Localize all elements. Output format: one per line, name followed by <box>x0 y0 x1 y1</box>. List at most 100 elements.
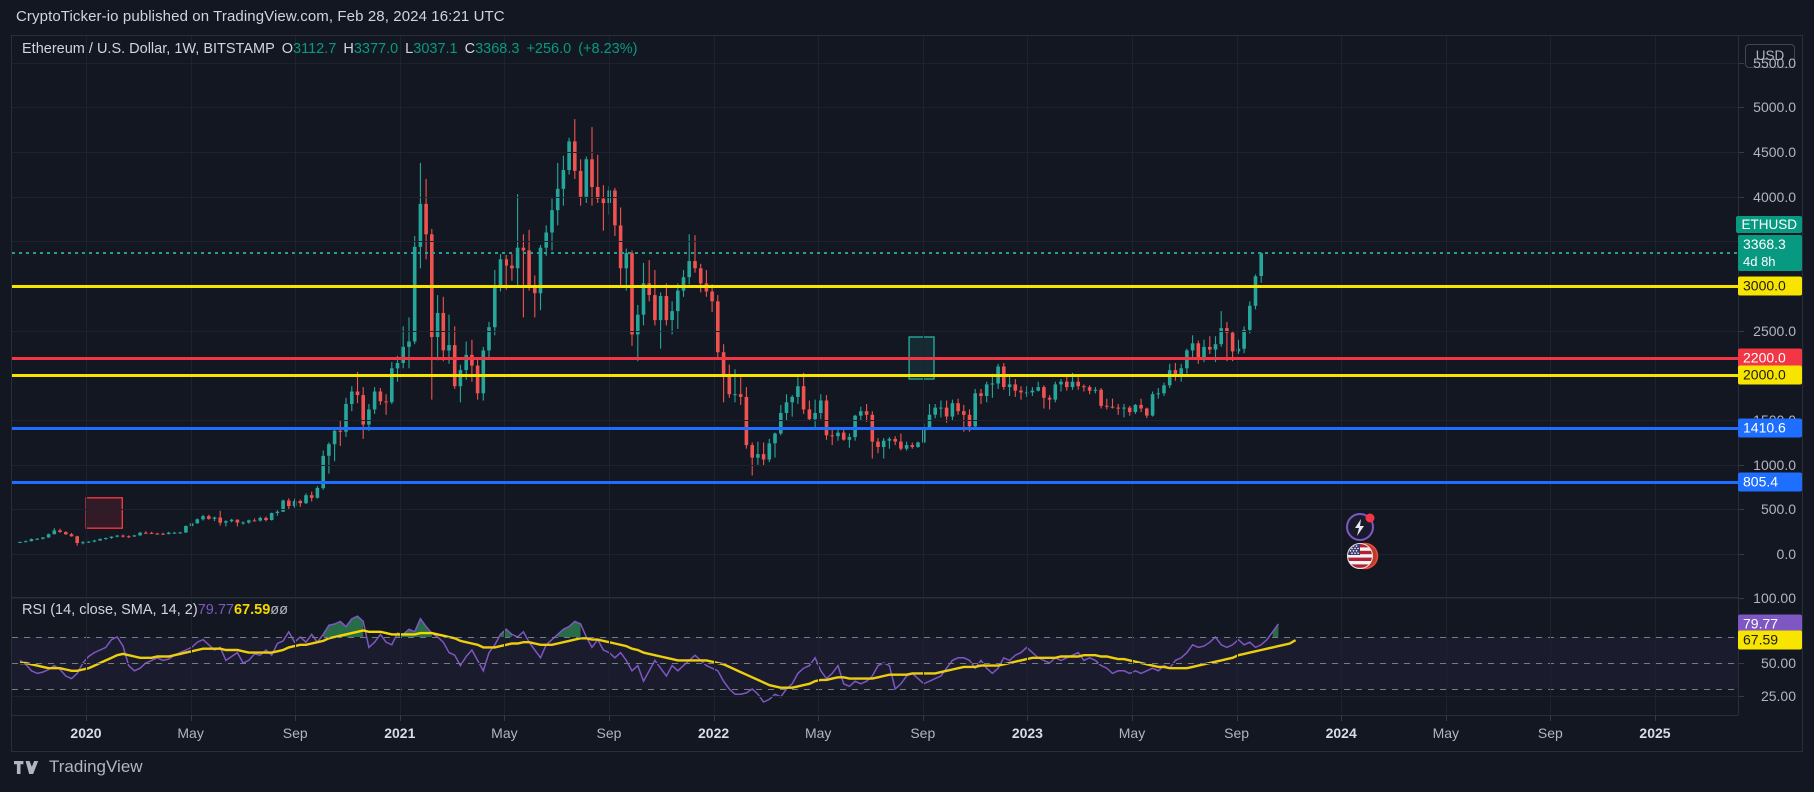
rsi-gridline <box>12 695 1738 697</box>
price-tick-label: 1000.0 <box>1753 456 1796 473</box>
level-1410-tag[interactable]: 1410.6 <box>1738 418 1802 438</box>
price-tick-label: 4000.0 <box>1753 188 1796 205</box>
time-gridline <box>400 36 401 597</box>
legend-high-label: H <box>343 41 354 57</box>
time-tick-label: 2023 <box>1011 725 1043 741</box>
chart-plot-area[interactable]: Ethereum / U.S. Dollar, 1W, BITSTAMP O311… <box>12 36 1738 715</box>
time-gridline <box>86 598 87 715</box>
time-tick-dash <box>86 716 87 721</box>
current-price-tag[interactable]: 3368.3 4d 8h <box>1738 235 1802 272</box>
rsi-tick-label: 50.00 <box>1760 655 1796 671</box>
rsi-level-line <box>12 663 1738 664</box>
rsi-value-tag[interactable]: 79.77 <box>1738 614 1802 634</box>
level-2200-tag[interactable]: 2200.0 <box>1738 348 1802 368</box>
price-tick-dash <box>1739 152 1744 154</box>
legend-low-value: 3037.1 <box>413 41 458 57</box>
price-gridline <box>12 62 1738 64</box>
time-tick-dash <box>1341 716 1342 721</box>
time-gridline <box>191 598 192 715</box>
time-gridline <box>86 36 87 597</box>
time-tick-dash <box>609 716 610 721</box>
legend-exchange: BITSTAMP <box>203 41 275 57</box>
price-tick-label: 4500.0 <box>1753 144 1796 161</box>
symbol-tag[interactable]: ETHUSD <box>1736 216 1802 234</box>
rsi-pane[interactable]: RSI (14, close, SMA, 14, 2)79.7767.59øø <box>12 598 1738 715</box>
time-tick-label: May <box>177 725 204 741</box>
time-tick-label: May <box>1432 725 1460 741</box>
time-gridline <box>818 598 819 715</box>
time-gridline <box>1341 598 1342 715</box>
lightning-badge-icon[interactable] <box>1344 509 1378 543</box>
pane-separator[interactable] <box>12 597 1738 598</box>
price-tick-dash <box>1739 554 1744 556</box>
time-tick-dash <box>1132 716 1133 721</box>
time-tick-label: 2024 <box>1325 725 1357 741</box>
legend-symbol[interactable]: Ethereum / U.S. Dollar <box>22 41 167 57</box>
price-gridline <box>12 107 1738 109</box>
time-gridline <box>714 598 715 715</box>
price-level-line[interactable] <box>12 427 1738 431</box>
us-flag-coin-icon[interactable] <box>1344 540 1380 572</box>
time-tick-dash <box>191 716 192 721</box>
time-gridline <box>504 36 505 597</box>
time-gridline <box>609 598 610 715</box>
chart-frame: Ethereum / U.S. Dollar, 1W, BITSTAMP O311… <box>11 35 1803 752</box>
rsi-sma-tag[interactable]: 67.59 <box>1738 630 1802 650</box>
publisher-bar: CryptoTicker-io published on TradingView… <box>0 0 1814 33</box>
time-gridline <box>818 36 819 597</box>
publisher-text: CryptoTicker-io published on TradingView… <box>16 8 505 25</box>
time-gridline <box>1446 598 1447 715</box>
price-tick-dash <box>1739 509 1744 511</box>
rsi-tick-dash <box>1739 598 1744 599</box>
price-tick-dash <box>1739 62 1744 64</box>
time-gridline <box>1655 598 1656 715</box>
tradingview-brand: TradingView <box>49 757 143 776</box>
legend-open-label: O <box>281 41 294 57</box>
time-axis[interactable]: 2020 May Sep 2021 May Sep 2022 May Sep 2023 May Sep… <box>12 715 1738 751</box>
countdown-value: 4d 8h <box>1743 254 1776 270</box>
level-805-tag[interactable]: 805.4 <box>1738 472 1802 492</box>
legend-interval[interactable]: 1W <box>174 41 196 57</box>
time-gridline <box>1446 36 1447 597</box>
price-level-line[interactable] <box>12 252 1738 255</box>
level-3000-tag[interactable]: 3000.0 <box>1738 276 1802 296</box>
time-tick-label: Sep <box>282 725 308 741</box>
time-tick-dash <box>818 716 819 721</box>
rsi-legend: RSI (14, close, SMA, 14, 2)79.7767.59øø <box>22 602 288 618</box>
price-pane[interactable]: Ethereum / U.S. Dollar, 1W, BITSTAMP O311… <box>12 36 1738 597</box>
time-gridline <box>1550 36 1551 597</box>
price-tick-label: 5000.0 <box>1753 99 1796 116</box>
price-tick-label: 2500.0 <box>1753 322 1796 339</box>
price-tick-label: 0.0 <box>1776 546 1796 563</box>
time-tick-label: 2022 <box>698 725 730 741</box>
price-level-line[interactable] <box>12 356 1738 360</box>
price-axis[interactable]: USD 5500.05000.04500.04000.02500.01500.0… <box>1736 36 1802 715</box>
time-tick-label: May <box>491 725 518 741</box>
time-tick-dash <box>1550 716 1551 721</box>
legend-low-label: L <box>405 41 414 57</box>
legend-high-value: 3377.0 <box>353 41 399 57</box>
currency-pill[interactable]: USD <box>1745 44 1795 68</box>
time-tick-dash <box>400 716 401 721</box>
level-2000-tag[interactable]: 2000.0 <box>1738 365 1802 385</box>
price-gridline <box>12 509 1738 511</box>
rsi-title[interactable]: RSI (14, close, SMA, 14, 2) <box>22 602 198 618</box>
legend-close-label: C <box>464 41 476 57</box>
rsi-tick-label: 100.00 <box>1753 590 1796 606</box>
rsi-value: 79.77 <box>197 602 234 618</box>
price-level-line[interactable] <box>12 481 1738 485</box>
price-gridline <box>12 152 1738 154</box>
time-gridline <box>1655 36 1656 597</box>
time-tick-dash <box>1027 716 1028 721</box>
time-tick-label: 2025 <box>1639 725 1671 741</box>
rsi-gridline <box>12 598 1738 599</box>
time-gridline <box>1341 36 1342 597</box>
time-tick-label: 2020 <box>70 725 102 741</box>
time-gridline <box>191 36 192 597</box>
time-tick-dash <box>504 716 505 721</box>
time-tick-dash <box>714 716 715 721</box>
time-gridline <box>1550 598 1551 715</box>
price-level-line[interactable] <box>12 374 1738 378</box>
rsi-tick-label: 25.00 <box>1760 687 1796 704</box>
price-level-line[interactable] <box>12 285 1738 289</box>
